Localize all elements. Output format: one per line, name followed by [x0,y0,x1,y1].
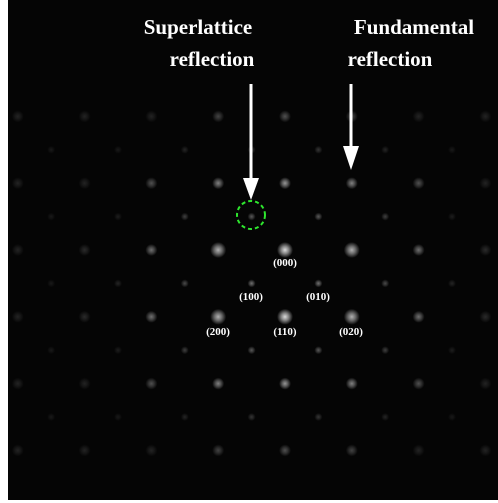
diffraction-spot [181,213,189,221]
diffraction-spot [79,311,91,323]
diffraction-figure: Superlattice reflection Fundamental refl… [0,0,498,503]
diffraction-spot [210,242,226,258]
diffraction-spot [448,146,456,154]
diffraction-spot [248,346,256,354]
diffraction-spot [413,444,425,456]
diffraction-spot [479,244,491,256]
diffraction-spot [181,279,189,287]
spot-label: (010) [306,291,330,303]
diffraction-spot [413,244,425,256]
diffraction-spot [314,146,322,154]
diffraction-spot [145,378,157,390]
diffraction-spot [314,279,322,287]
spot-label: (110) [273,326,297,338]
diffraction-spot [79,444,91,456]
superlattice-label: reflection [170,47,255,71]
spot-label: (020) [339,326,363,338]
diffraction-spot [210,309,226,325]
diffraction-spot [145,177,157,189]
spot-label: (200) [206,326,230,338]
diffraction-spot [413,378,425,390]
diffraction-spot [145,311,157,323]
diffraction-spot [145,244,157,256]
diffraction-spot [12,444,24,456]
diffraction-spot [248,213,256,221]
diffraction-spot [448,279,456,287]
diffraction-spot [448,413,456,421]
diffraction-spot [212,177,224,189]
diffraction-spot [381,346,389,354]
diffraction-spot [181,346,189,354]
diffraction-spot [47,146,55,154]
diffraction-spot [479,378,491,390]
diffraction-spot [277,242,293,258]
diffraction-spot [145,110,157,122]
spot-label: (100) [239,291,263,303]
diffraction-spot [413,110,425,122]
diffraction-spot [381,279,389,287]
diffraction-spot [279,378,291,390]
fundamental-label: Fundamental [354,15,474,39]
page: Superlattice reflection Fundamental refl… [0,0,498,503]
diffraction-spot [212,378,224,390]
diffraction-spot [47,213,55,221]
diffraction-spot [47,279,55,287]
diffraction-spot [114,413,122,421]
diffraction-spot [413,311,425,323]
diffraction-spot [114,346,122,354]
diffraction-spot [12,244,24,256]
diffraction-spot [314,413,322,421]
diffraction-spot [479,311,491,323]
diffraction-spot [248,279,256,287]
diffraction-spot [346,177,358,189]
diffraction-spot [346,378,358,390]
diffraction-spot [344,242,360,258]
diffraction-spot [79,378,91,390]
superlattice-label: Superlattice [144,15,252,39]
diffraction-spot [79,177,91,189]
diffraction-spot [181,146,189,154]
diffraction-spot [314,346,322,354]
diffraction-spot [114,279,122,287]
diffraction-spot [212,444,224,456]
diffraction-spot [479,177,491,189]
spot-label: (000) [273,257,297,269]
diffraction-spot [114,146,122,154]
diffraction-spot [381,146,389,154]
diffraction-spot [448,213,456,221]
diffraction-spot [277,309,293,325]
diffraction-spot [479,110,491,122]
diffraction-spot [79,110,91,122]
diffraction-spot [448,346,456,354]
diffraction-spot [279,444,291,456]
diffraction-spot [344,309,360,325]
diffraction-spot [248,413,256,421]
diffraction-spot [279,110,291,122]
diffraction-spot [79,244,91,256]
diffraction-spot [47,346,55,354]
diffraction-spot [413,177,425,189]
diffraction-spot [279,177,291,189]
diffraction-spot [181,413,189,421]
diffraction-spot [12,378,24,390]
diffraction-spot [381,213,389,221]
diffraction-spot [12,110,24,122]
diffraction-spot [145,444,157,456]
diffraction-spot [346,444,358,456]
diffraction-spot [114,213,122,221]
diffraction-spot [479,444,491,456]
fundamental-label: reflection [348,47,433,71]
diffraction-spot [47,413,55,421]
diffraction-spot [12,177,24,189]
diffraction-spot [212,110,224,122]
diffraction-spot [12,311,24,323]
diffraction-spot [314,213,322,221]
diffraction-spot [381,413,389,421]
